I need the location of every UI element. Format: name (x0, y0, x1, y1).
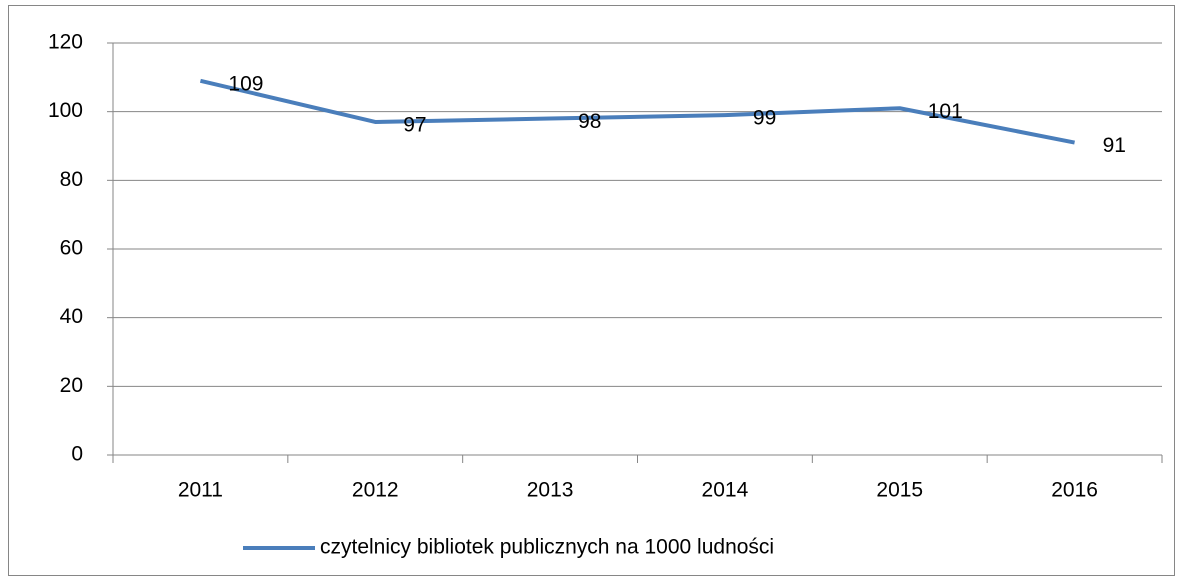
y-tick-label: 40 (60, 305, 83, 328)
data-line (199, 78, 1075, 145)
y-tick-label: 0 (71, 443, 83, 466)
y-tick-label: 120 (48, 31, 83, 54)
x-tick-label: 2013 (527, 479, 574, 502)
x-tick-label: 2012 (352, 479, 399, 502)
chart-frame (8, 5, 1175, 576)
data-label: 101 (928, 100, 963, 123)
data-label: 98 (578, 110, 601, 133)
data-label: 99 (753, 107, 776, 130)
y-tick-label: 20 (60, 374, 83, 397)
x-tick-label: 2016 (1051, 479, 1098, 502)
y-tick-label: 100 (48, 99, 83, 122)
data-label: 97 (403, 114, 426, 137)
y-tick-label: 80 (60, 168, 83, 191)
y-tick-label: 60 (60, 237, 83, 260)
legend-label: czytelnicy bibliotek publicznych na 1000… (320, 536, 774, 559)
x-tick-label: 2011 (178, 479, 223, 502)
data-label: 91 (1103, 134, 1126, 157)
x-tick-label: 2014 (702, 479, 749, 502)
x-tick-label: 2015 (876, 479, 923, 502)
data-label: 109 (228, 72, 263, 95)
